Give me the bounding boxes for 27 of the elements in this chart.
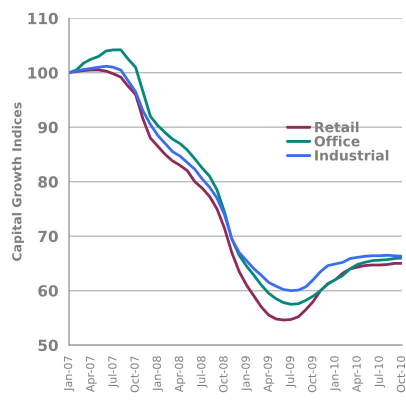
x-tick-label: Apr-09 bbox=[264, 356, 274, 392]
x-tick-label: Jul-09 bbox=[286, 356, 296, 388]
x-tick-label: Oct-07 bbox=[130, 356, 139, 392]
y-tick-label: 70 bbox=[38, 230, 58, 242]
x-tick-label: Jan-08 bbox=[152, 356, 164, 392]
x-tick-label: Jul-07 bbox=[108, 356, 119, 388]
x-tick-label: Jul-10 bbox=[374, 356, 386, 388]
x-tick-label: Oct-08 bbox=[219, 356, 228, 392]
legend-label: Office bbox=[314, 136, 360, 146]
x-tick-label: Apr-08 bbox=[174, 356, 186, 392]
x-tick-label: Jan-07 bbox=[64, 356, 74, 392]
y-tick-label: 80 bbox=[38, 176, 58, 188]
x-tick-label: Oct-10 bbox=[396, 356, 406, 392]
y-tick-label: 100 bbox=[28, 67, 58, 79]
x-tick-label: Apr-07 bbox=[86, 356, 97, 392]
y-tick-label: 110 bbox=[28, 12, 58, 24]
y-tick-label: 60 bbox=[38, 285, 58, 297]
x-tick-label: Jul-08 bbox=[196, 356, 208, 388]
y-tick-label: 50 bbox=[38, 340, 58, 352]
x-tick-label: Apr-10 bbox=[352, 356, 363, 392]
legend-label: Industrial bbox=[315, 150, 388, 161]
x-tick-label: Jan-09 bbox=[241, 356, 252, 392]
x-tick-label: Jan-10 bbox=[330, 356, 341, 392]
x-tick-label: Oct-09 bbox=[308, 356, 316, 392]
y-tick-label: 90 bbox=[38, 122, 58, 134]
legend-label: Retail bbox=[315, 122, 358, 132]
y-axis-title: Capital Growth Indices bbox=[12, 102, 24, 261]
